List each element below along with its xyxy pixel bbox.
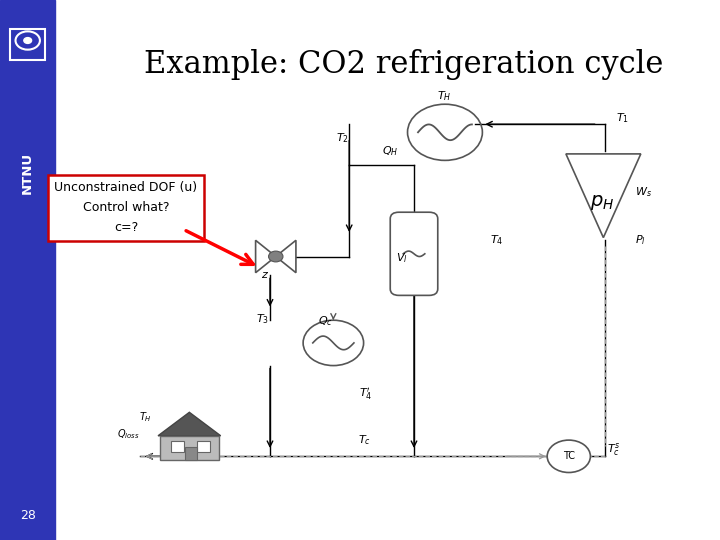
Polygon shape [256, 240, 296, 273]
Bar [171, 441, 184, 451]
Text: $T_H$: $T_H$ [139, 410, 152, 424]
Text: $P_l$: $P_l$ [635, 233, 646, 247]
Text: $T_4$: $T_4$ [490, 233, 503, 247]
Text: Unconstrained DOF (u)
Control what?
c=?: Unconstrained DOF (u) Control what? c=? [55, 181, 197, 234]
Text: $T_1$: $T_1$ [616, 111, 629, 125]
Text: $z$: $z$ [261, 271, 269, 280]
Text: $T_c^s$: $T_c^s$ [607, 441, 621, 458]
Bar [197, 441, 210, 451]
FancyBboxPatch shape [390, 212, 438, 295]
Polygon shape [158, 413, 220, 436]
Text: $T_H$: $T_H$ [437, 89, 451, 103]
Text: $T_3$: $T_3$ [256, 312, 269, 326]
Text: $T_2$: $T_2$ [336, 131, 348, 145]
Text: Example: CO2 refrigeration cycle: Example: CO2 refrigeration cycle [143, 49, 663, 79]
Bar [10, 29, 45, 60]
Text: $W_s$: $W_s$ [635, 185, 652, 199]
Text: NTNU: NTNU [21, 152, 35, 194]
Circle shape [269, 251, 283, 262]
Bar [160, 436, 219, 460]
Text: $Q_c$: $Q_c$ [318, 314, 333, 328]
Bar [0, 0, 55, 540]
Text: TC: TC [563, 451, 575, 461]
Text: $Q_{loss}$: $Q_{loss}$ [117, 427, 140, 441]
Bar [185, 447, 197, 460]
Circle shape [547, 440, 590, 472]
Circle shape [24, 38, 32, 43]
Text: $p_H$: $p_H$ [590, 193, 615, 212]
Text: $V_l$: $V_l$ [396, 251, 408, 265]
Text: 28: 28 [19, 509, 36, 522]
Text: $T_4'$: $T_4'$ [359, 386, 372, 402]
Text: $Q_H$: $Q_H$ [382, 144, 398, 158]
Text: $T_c$: $T_c$ [358, 433, 371, 447]
